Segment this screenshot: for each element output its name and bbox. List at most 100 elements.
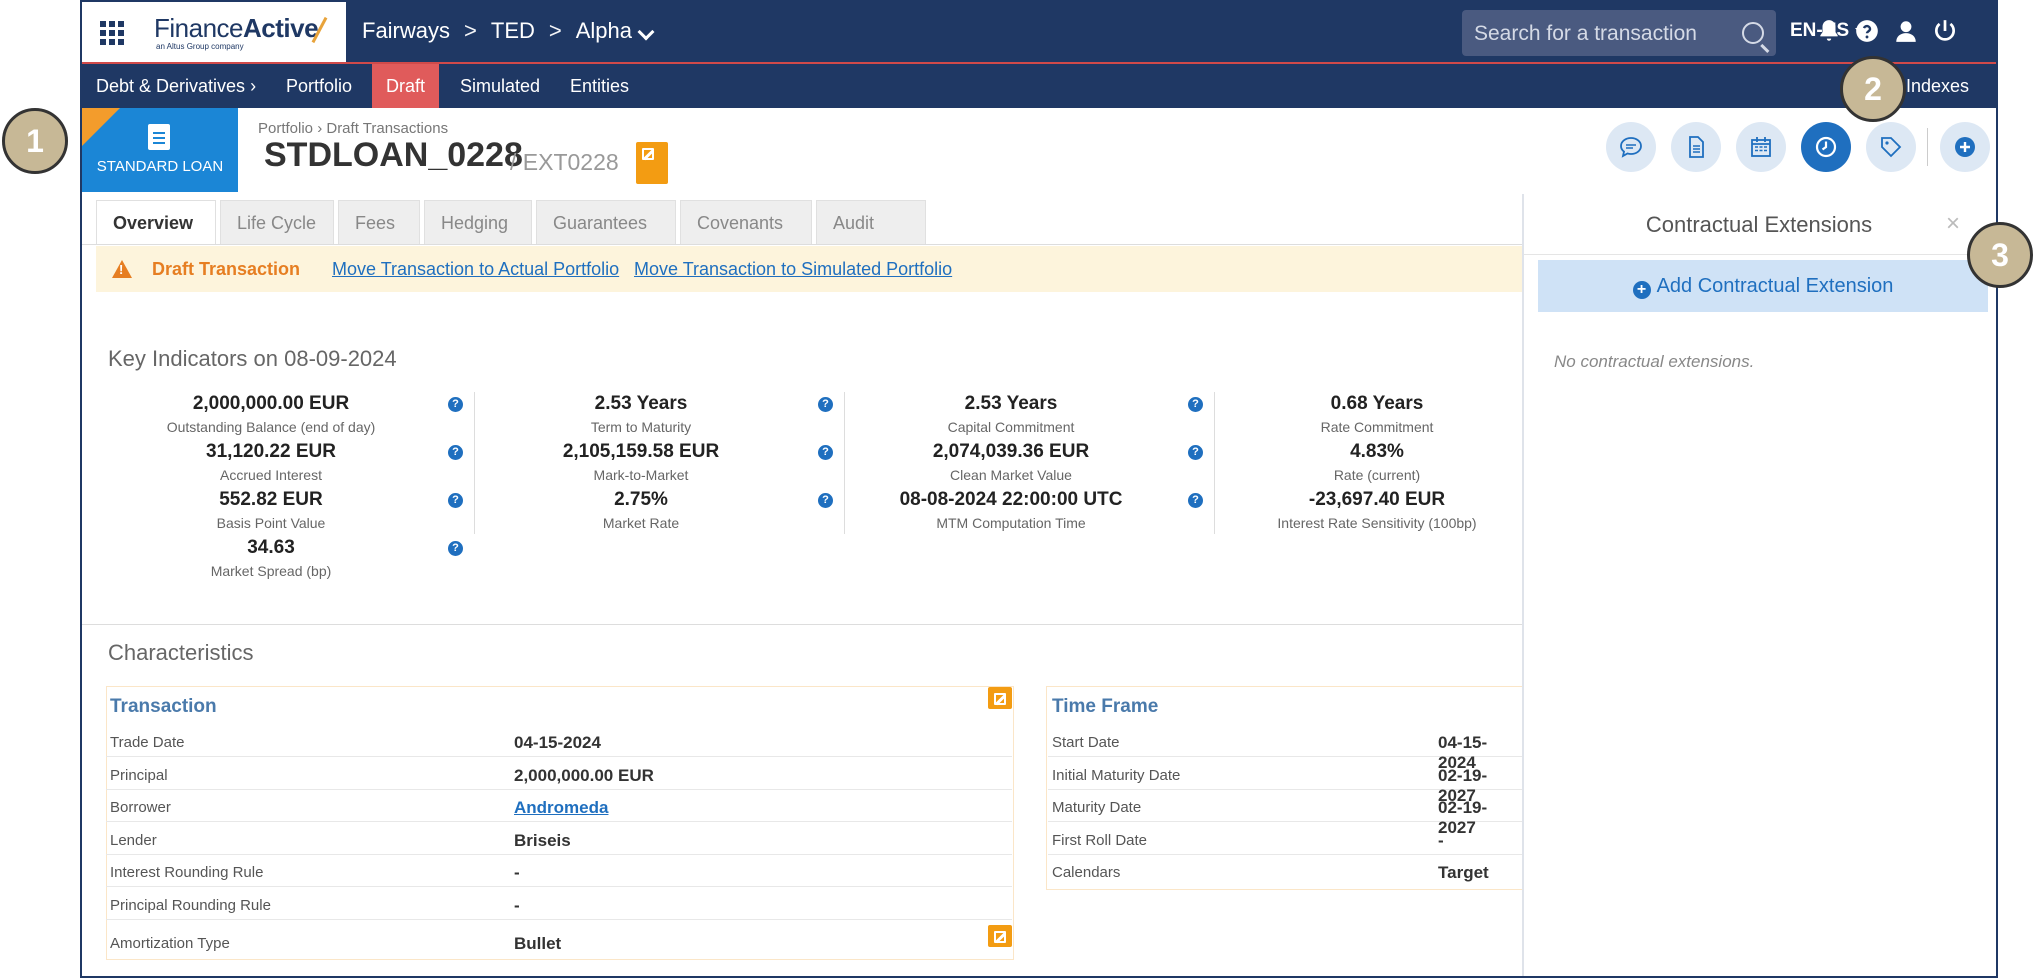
plus-circle-icon: +: [1632, 281, 1651, 299]
kpi-accrued-interest: 31,120.22 EUR Accrued Interest: [206, 441, 336, 483]
help-icon[interactable]: ?: [448, 445, 463, 460]
bell-icon[interactable]: [1816, 18, 1842, 44]
nav-portfolio[interactable]: Portfolio: [286, 76, 353, 96]
status-corner-flag: [82, 108, 120, 146]
edit-title-button[interactable]: [636, 142, 668, 184]
nav-entities[interactable]: Entities: [570, 76, 630, 96]
power-icon[interactable]: [1932, 18, 1958, 44]
contractual-extensions-panel: Contractual Extensions × + Add Contractua…: [1522, 194, 1996, 976]
tab-audit-log[interactable]: Audit Log: [816, 200, 926, 277]
table-row: Borrower Andromeda: [106, 790, 1012, 822]
add-button[interactable]: [1940, 122, 1990, 172]
help-icon[interactable]: ?: [1188, 493, 1203, 508]
top-bar: FinanceActive an Altus Group company Fai…: [82, 2, 1996, 62]
crumb-alpha[interactable]: Alpha: [576, 18, 655, 44]
help-icon[interactable]: ?: [818, 397, 833, 412]
kpi-capital-commitment: 2.53 Years Capital Commitment: [947, 393, 1075, 435]
table-row: Interest Rounding Rule -: [106, 855, 1012, 887]
help-icon[interactable]: ?: [1188, 397, 1203, 412]
table-row: Amortization Type Bullet: [110, 934, 562, 953]
apps-grid-icon[interactable]: [100, 21, 124, 45]
tab-overview[interactable]: Overview: [96, 200, 216, 244]
kpi-rate-commitment: 0.68 Years Rate Commitment: [1320, 393, 1434, 435]
help-icon[interactable]: ?: [818, 493, 833, 508]
search-input[interactable]: [1472, 20, 1736, 48]
kpi-rate-current: 4.83% Rate (current): [1333, 441, 1421, 483]
transaction-panel: [106, 686, 1014, 960]
section-divider: [82, 624, 1522, 625]
crumb-separator: >: [548, 18, 562, 43]
brand-logo[interactable]: FinanceActive: [154, 13, 319, 43]
draft-alert-bar: Draft Transaction Move Transaction to Ac…: [96, 246, 1522, 292]
clock-icon: [1815, 136, 1837, 158]
chevron-down-icon: [637, 23, 655, 41]
table-row: Calendars Target: [1052, 863, 1489, 882]
calendar-button[interactable]: [1736, 122, 1786, 172]
help-icon[interactable]: [1854, 18, 1880, 44]
edit-transaction-button[interactable]: [988, 687, 1012, 709]
callout-2: 2: [1840, 56, 1906, 122]
table-row: Maturity Date 02-19-2027: [1048, 790, 1524, 837]
app-frame: FinanceActive an Altus Group company Fai…: [80, 0, 1998, 978]
header-divider: [1927, 128, 1928, 166]
add-contractual-extension-button[interactable]: + Add Contractual Extension: [1538, 260, 1988, 312]
table-row: Start Date 04-15-2024: [1048, 725, 1524, 772]
table-row: Initial Maturity Date 02-19-2027: [1048, 758, 1524, 805]
borrower-link[interactable]: Andromeda: [514, 798, 609, 817]
comment-icon: [1620, 137, 1642, 158]
tag-button[interactable]: [1866, 122, 1916, 172]
tab-guarantees[interactable]: Guarantees: [536, 200, 676, 244]
context-breadcrumb: Fairways > TED > Alpha: [362, 18, 655, 44]
nav-draft[interactable]: Draft: [372, 64, 440, 108]
external-id: / EXT0228: [510, 149, 619, 175]
move-to-actual-link[interactable]: Move Transaction to Actual Portfolio: [332, 259, 620, 279]
table-row: First Roll Date -: [1048, 823, 1524, 855]
help-icon[interactable]: ?: [448, 541, 463, 556]
move-to-simulated-link[interactable]: Move Transaction to Simulated Portfolio: [634, 259, 953, 279]
transaction-type-badge: STANDARD LOAN: [82, 108, 238, 192]
tab-covenants[interactable]: Covenants: [680, 200, 812, 244]
help-icon[interactable]: ?: [448, 493, 463, 508]
tab-fees[interactable]: Fees: [338, 200, 420, 244]
breadcrumb[interactable]: Portfolio › Draft Transactions: [258, 120, 449, 137]
kpi-divider: [844, 392, 845, 534]
kpi-market-spread: 34.63 Market Spread (bp): [210, 537, 332, 579]
comment-button[interactable]: [1606, 122, 1656, 172]
nav-indexes[interactable]: Indexes: [1906, 76, 1970, 96]
tab-life-cycle[interactable]: Life Cycle: [220, 200, 334, 244]
tab-hedging[interactable]: Hedging: [424, 200, 532, 244]
callout-3: 3: [1967, 222, 2033, 288]
help-icon[interactable]: ?: [1188, 445, 1203, 460]
help-icon[interactable]: ?: [818, 445, 833, 460]
kpi-market-rate: 2.75% Market Rate: [602, 489, 680, 531]
tag-icon: [1881, 137, 1902, 158]
timeframe-panel-title: Time Frame: [1052, 696, 1159, 717]
edit-amortization-button[interactable]: [988, 925, 1012, 947]
table-row: Principal 2,000,000.00 EUR: [106, 758, 1012, 790]
loan-document-icon: [148, 124, 170, 150]
alert-title: Draft Transaction: [152, 259, 301, 279]
user-icon[interactable]: [1893, 18, 1919, 44]
crumb-ted[interactable]: TED: [490, 18, 535, 43]
help-icon[interactable]: ?: [448, 397, 463, 412]
side-panel-divider: [1524, 254, 1996, 255]
crumb-separator: >: [464, 18, 477, 43]
kpi-outstanding-balance: 2,000,000.00 EUR Outstanding Balance (end…: [166, 393, 376, 435]
table-row: Lender Briseis: [106, 823, 1012, 855]
kpi-basis-point-value: 552.82 EUR Basis Point Value: [216, 489, 326, 531]
document-icon: [1689, 136, 1704, 158]
table-row: Principal Rounding Rule -: [106, 888, 1012, 920]
close-icon[interactable]: ×: [1946, 210, 1961, 237]
side-panel-title: Contractual Extensions: [1645, 212, 1873, 237]
contractual-extensions-button[interactable]: [1801, 122, 1851, 172]
nav-simulated[interactable]: Simulated: [460, 76, 541, 96]
search-icon[interactable]: [1742, 22, 1764, 44]
crumb-fairways[interactable]: Fairways: [362, 18, 451, 43]
warning-icon: [112, 260, 132, 278]
document-button[interactable]: [1671, 122, 1721, 172]
module-nav: Debt & Derivatives › Portfolio Draft Sim…: [82, 62, 1996, 108]
nav-debt-derivatives[interactable]: Debt & Derivatives ›: [96, 76, 257, 96]
tab-underline: [82, 244, 1522, 245]
kpi-divider: [474, 392, 475, 534]
calendar-icon: [1751, 137, 1771, 157]
